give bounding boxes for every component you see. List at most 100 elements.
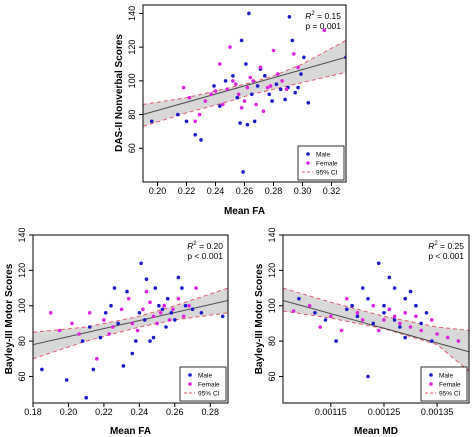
male-point xyxy=(160,307,165,312)
x-tick-label: 0.26 xyxy=(236,186,254,196)
female-point xyxy=(292,52,296,56)
legend-male-marker xyxy=(188,373,192,377)
female-point xyxy=(102,318,106,322)
male-point xyxy=(223,79,228,83)
female-point xyxy=(254,102,258,107)
ci-lower-line xyxy=(33,312,228,360)
legend: Male Female 95% CI xyxy=(297,145,345,181)
female-point xyxy=(382,318,386,322)
male-point xyxy=(64,378,69,382)
female-point xyxy=(245,85,250,90)
legend-male-label: Male xyxy=(316,152,330,159)
male-point xyxy=(164,325,168,329)
male-point xyxy=(241,170,245,174)
female-point xyxy=(339,328,344,333)
male-point xyxy=(350,303,354,308)
male-point xyxy=(199,311,204,315)
legend-ci-label: 95% CI xyxy=(316,170,338,177)
male-point xyxy=(313,311,317,315)
male-point xyxy=(239,38,244,43)
female-point xyxy=(155,321,159,326)
male-point xyxy=(392,318,397,322)
female-point xyxy=(187,303,191,308)
x-tick-label: 0.24 xyxy=(207,186,225,196)
male-point xyxy=(212,84,216,88)
plot-area xyxy=(143,11,346,174)
regression-line xyxy=(33,299,228,346)
male-point xyxy=(149,119,154,124)
ci-band xyxy=(33,288,228,359)
female-point xyxy=(171,307,175,312)
male-point xyxy=(183,303,188,308)
male-point xyxy=(408,289,413,294)
male-point xyxy=(334,339,338,343)
female-point xyxy=(119,307,124,312)
male-point xyxy=(169,311,174,315)
x-tick-label: 0.22 xyxy=(95,407,113,417)
male-point xyxy=(238,121,242,125)
male-point xyxy=(121,364,126,368)
male-point xyxy=(382,311,386,315)
legend: Male Female 95% CI xyxy=(420,366,468,402)
legend-male-label: Male xyxy=(198,373,212,380)
female-point xyxy=(225,87,229,92)
male-point xyxy=(165,296,170,301)
female-point xyxy=(158,311,163,315)
male-point xyxy=(392,286,397,290)
y-axis-label: Bayley-III Motor Scores xyxy=(4,263,15,374)
male-point xyxy=(403,335,408,340)
male-point xyxy=(193,133,197,137)
male-point xyxy=(134,339,138,343)
male-point xyxy=(293,90,298,95)
female-point xyxy=(291,309,296,313)
female-point xyxy=(265,85,270,90)
female-point xyxy=(57,328,62,333)
male-point xyxy=(245,122,250,127)
male-point xyxy=(142,318,147,322)
male-point xyxy=(244,62,248,66)
male-point xyxy=(220,314,225,319)
male-point xyxy=(137,311,142,315)
female-point xyxy=(355,311,360,315)
male-point xyxy=(302,55,306,60)
legend-box xyxy=(420,366,468,402)
ci-upper-line xyxy=(33,287,228,333)
female-point xyxy=(387,307,392,312)
female-point xyxy=(360,318,365,322)
female-point xyxy=(231,79,235,83)
legend-female-label: Female xyxy=(316,161,338,168)
male-point xyxy=(153,286,158,290)
male-point xyxy=(274,82,279,86)
y-tick-label: 100 xyxy=(17,298,27,313)
female-point xyxy=(392,314,397,319)
male-point xyxy=(87,325,92,329)
male-point xyxy=(371,321,376,326)
ci-upper-line xyxy=(143,39,346,105)
female-point xyxy=(296,65,300,70)
legend-male-marker xyxy=(429,373,433,377)
y-tick-label: 120 xyxy=(17,263,27,278)
male-point xyxy=(278,87,283,92)
female-point xyxy=(162,303,166,308)
male-point xyxy=(382,303,386,308)
female-point xyxy=(329,314,333,319)
y-axis-label: Bayley-III Motor Scores xyxy=(254,263,265,374)
x-tick-label: 0.26 xyxy=(166,407,184,417)
male-point xyxy=(130,351,135,356)
male-point xyxy=(267,92,272,97)
female-point xyxy=(268,84,273,88)
female-point xyxy=(87,311,92,315)
female-point xyxy=(167,318,172,322)
male-point xyxy=(176,112,180,117)
male-point xyxy=(176,275,181,280)
female-point xyxy=(403,311,408,315)
x-tick-label: 0.30 xyxy=(294,186,312,196)
legend-female-marker xyxy=(306,161,310,165)
legend: Male Female 95% CI xyxy=(179,366,227,402)
female-point xyxy=(130,321,135,326)
x-tick-label: 0.22 xyxy=(178,186,196,196)
x-tick-label: 0.32 xyxy=(323,186,341,196)
male-point xyxy=(199,138,203,142)
x-axis-label: Mean FA xyxy=(224,206,265,217)
